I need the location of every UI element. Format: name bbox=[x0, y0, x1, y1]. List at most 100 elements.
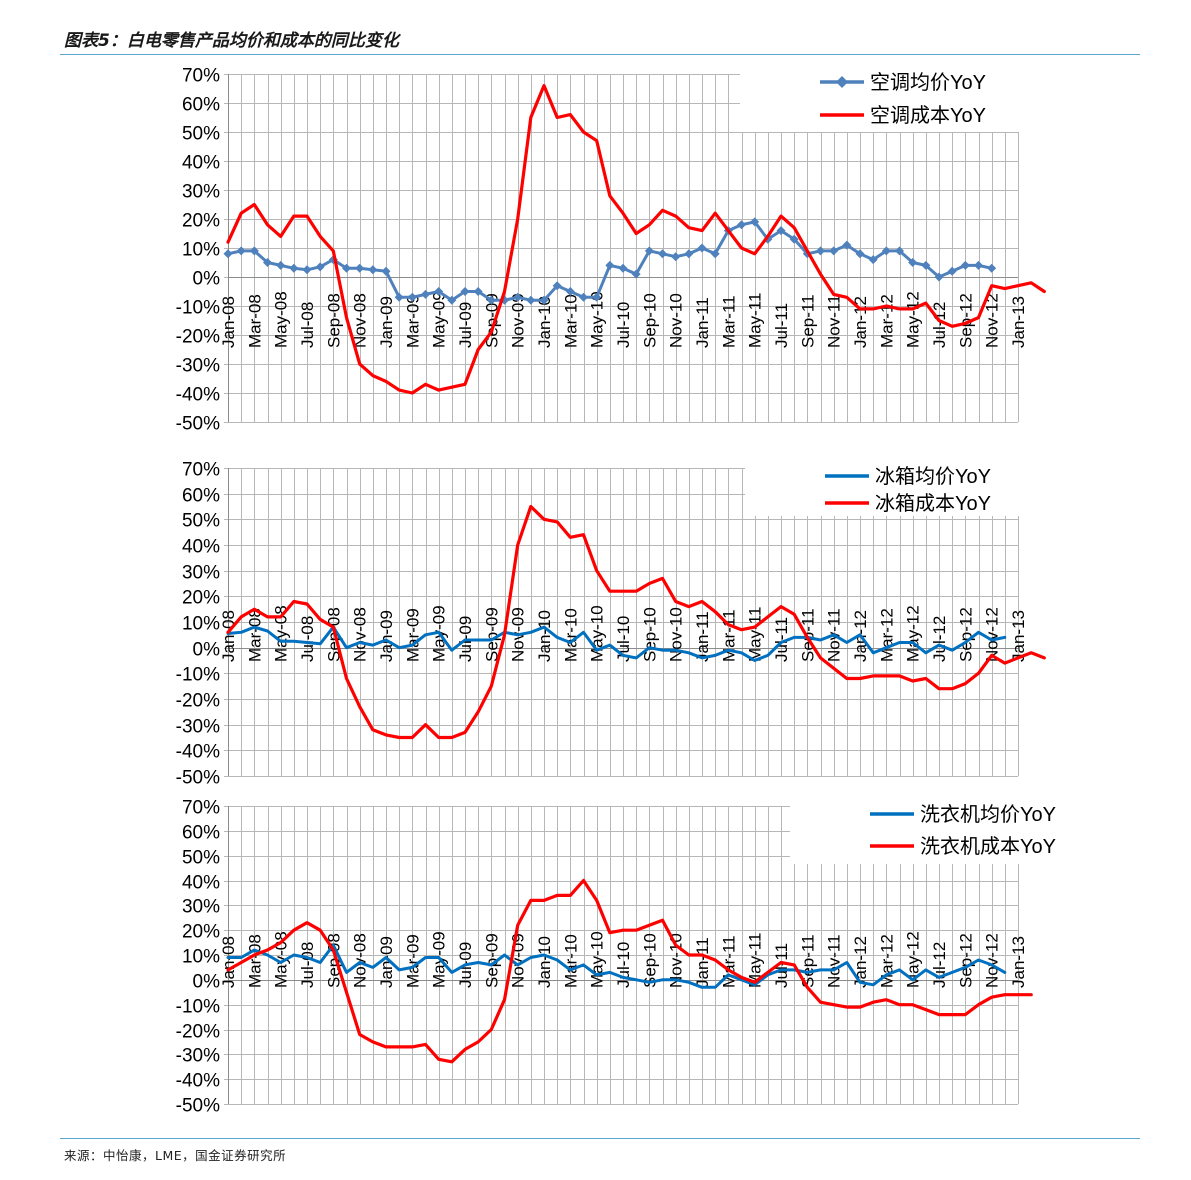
x-tick-label: Jul-12 bbox=[930, 942, 949, 988]
legend-box bbox=[790, 794, 1025, 864]
data-point bbox=[658, 249, 667, 259]
data-point bbox=[671, 252, 681, 262]
x-tick-label: Jan-11 bbox=[693, 611, 712, 662]
x-tick-label: Nov-10 bbox=[667, 607, 686, 662]
legend-marker bbox=[836, 76, 848, 88]
y-tick-label: -10% bbox=[176, 665, 220, 686]
data-point bbox=[342, 263, 351, 273]
x-tick-label: Nov-11 bbox=[825, 934, 844, 988]
data-point bbox=[947, 266, 957, 276]
x-tick-label: Nov-10 bbox=[667, 293, 686, 348]
data-point bbox=[868, 255, 878, 265]
x-tick-label: Mar-12 bbox=[877, 934, 896, 988]
x-tick-label: Nov-12 bbox=[983, 293, 1002, 348]
y-tick-label: 50% bbox=[182, 848, 220, 869]
x-tick-label: Sep-09 bbox=[482, 607, 501, 662]
x-tick-label: Sep-08 bbox=[324, 293, 343, 348]
chart-fridge: 70% 60% 50% 40% 30% 20% 10% 0% -10% -20% -30% -40% -… bbox=[176, 456, 1046, 789]
data-point bbox=[855, 249, 865, 259]
y-tick-label: -50% bbox=[176, 1096, 220, 1117]
x-tick-label: Mar-11 bbox=[719, 935, 738, 988]
x-tick-label: Nov-12 bbox=[983, 607, 1002, 662]
x-tick-label: Jul-08 bbox=[298, 616, 317, 662]
x-tick-label: Mar-10 bbox=[561, 934, 580, 988]
x-tick-label: Jan-13 bbox=[1009, 296, 1028, 348]
data-point bbox=[816, 246, 825, 256]
legend-label: 冰箱均价YoY bbox=[875, 465, 991, 488]
y-tick-label: 70% bbox=[182, 798, 220, 819]
data-point bbox=[513, 292, 523, 302]
data-point bbox=[710, 249, 720, 259]
x-tick-label: Jan-09 bbox=[377, 610, 396, 662]
y-tick-label: -50% bbox=[176, 414, 220, 435]
x-tick-label: May-12 bbox=[904, 931, 923, 988]
y-tick-label: 40% bbox=[182, 537, 220, 558]
y-tick-label: -10% bbox=[176, 997, 220, 1018]
x-tick-label: May-12 bbox=[904, 605, 923, 662]
x-tick-label: Jan-09 bbox=[377, 296, 396, 348]
data-point bbox=[895, 246, 904, 256]
data-point bbox=[355, 263, 365, 273]
y-tick-label: -20% bbox=[176, 1022, 220, 1043]
y-tick-label: 30% bbox=[182, 563, 220, 584]
data-point bbox=[407, 292, 417, 302]
data-point bbox=[592, 292, 602, 302]
series-line bbox=[226, 943, 1007, 989]
data-point bbox=[960, 260, 970, 270]
x-tick-label: May-12 bbox=[904, 291, 923, 348]
data-point bbox=[421, 289, 430, 299]
y-tick-label: 70% bbox=[182, 66, 220, 87]
y-tick-label: 30% bbox=[182, 897, 220, 918]
x-tick-label: May-10 bbox=[588, 605, 607, 662]
x-tick-label: Mar-12 bbox=[877, 608, 896, 662]
data-point bbox=[434, 287, 444, 296]
y-tick-label: -30% bbox=[176, 717, 220, 738]
x-tick-label: Jan-10 bbox=[535, 296, 554, 348]
x-tick-label: Jul-08 bbox=[298, 302, 317, 348]
x-tick-label: May-09 bbox=[430, 291, 449, 348]
data-point bbox=[881, 246, 891, 256]
data-point bbox=[289, 263, 299, 273]
x-tick-label: May-11 bbox=[746, 293, 765, 348]
x-tick-label: May-10 bbox=[588, 931, 607, 988]
x-tick-label: May-08 bbox=[272, 291, 291, 348]
legend-box bbox=[745, 456, 1025, 516]
data-point bbox=[829, 246, 839, 256]
y-tick-label: 20% bbox=[182, 588, 220, 609]
y-tick-label: 60% bbox=[182, 823, 220, 844]
x-tick-label: Mar-12 bbox=[877, 294, 896, 348]
y-tick-label: 20% bbox=[182, 922, 220, 943]
y-tick-label: -50% bbox=[176, 768, 220, 789]
data-point bbox=[552, 281, 562, 291]
legend-label: 洗衣机均价YoY bbox=[920, 803, 1056, 826]
x-tick-label: Jan-11 bbox=[693, 297, 712, 348]
x-tick-label: Jan-10 bbox=[535, 610, 554, 662]
y-tick-label: 10% bbox=[182, 614, 220, 635]
x-tick-label: Jan-09 bbox=[377, 936, 396, 988]
x-tick-label: Nov-08 bbox=[351, 607, 370, 662]
x-tick-label: May-11 bbox=[746, 933, 765, 988]
x-tick-label: Sep-12 bbox=[956, 293, 975, 348]
data-point bbox=[974, 260, 983, 270]
series-line bbox=[226, 84, 1046, 395]
data-point bbox=[934, 272, 944, 282]
data-point bbox=[368, 265, 378, 275]
x-tick-label: Nov-11 bbox=[825, 294, 844, 348]
data-point bbox=[579, 292, 588, 302]
x-tick-label: Jan-13 bbox=[1009, 610, 1028, 662]
y-tick-label: 10% bbox=[182, 240, 220, 261]
y-tick-label: 0% bbox=[193, 640, 221, 661]
x-tick-label: Jul-09 bbox=[456, 302, 475, 348]
x-tick-label: Nov-09 bbox=[509, 293, 528, 348]
x-tick-label: Mar-10 bbox=[561, 294, 580, 348]
chart-ac: 70% 60% 50% 40% 30% 20% 10% 0% -10% -20% -30% -40% -… bbox=[176, 62, 1046, 435]
data-point bbox=[447, 295, 457, 305]
legend-label: 空调均价YoY bbox=[870, 71, 986, 94]
x-tick-label: Jan-08 bbox=[219, 610, 238, 662]
data-point bbox=[618, 263, 628, 273]
series-markers bbox=[223, 217, 997, 305]
x-tick-label: Nov-10 bbox=[667, 933, 686, 988]
x-tick-label: Jan-08 bbox=[219, 936, 238, 988]
legend-label: 冰箱成本YoY bbox=[875, 492, 991, 515]
data-point bbox=[473, 287, 483, 296]
